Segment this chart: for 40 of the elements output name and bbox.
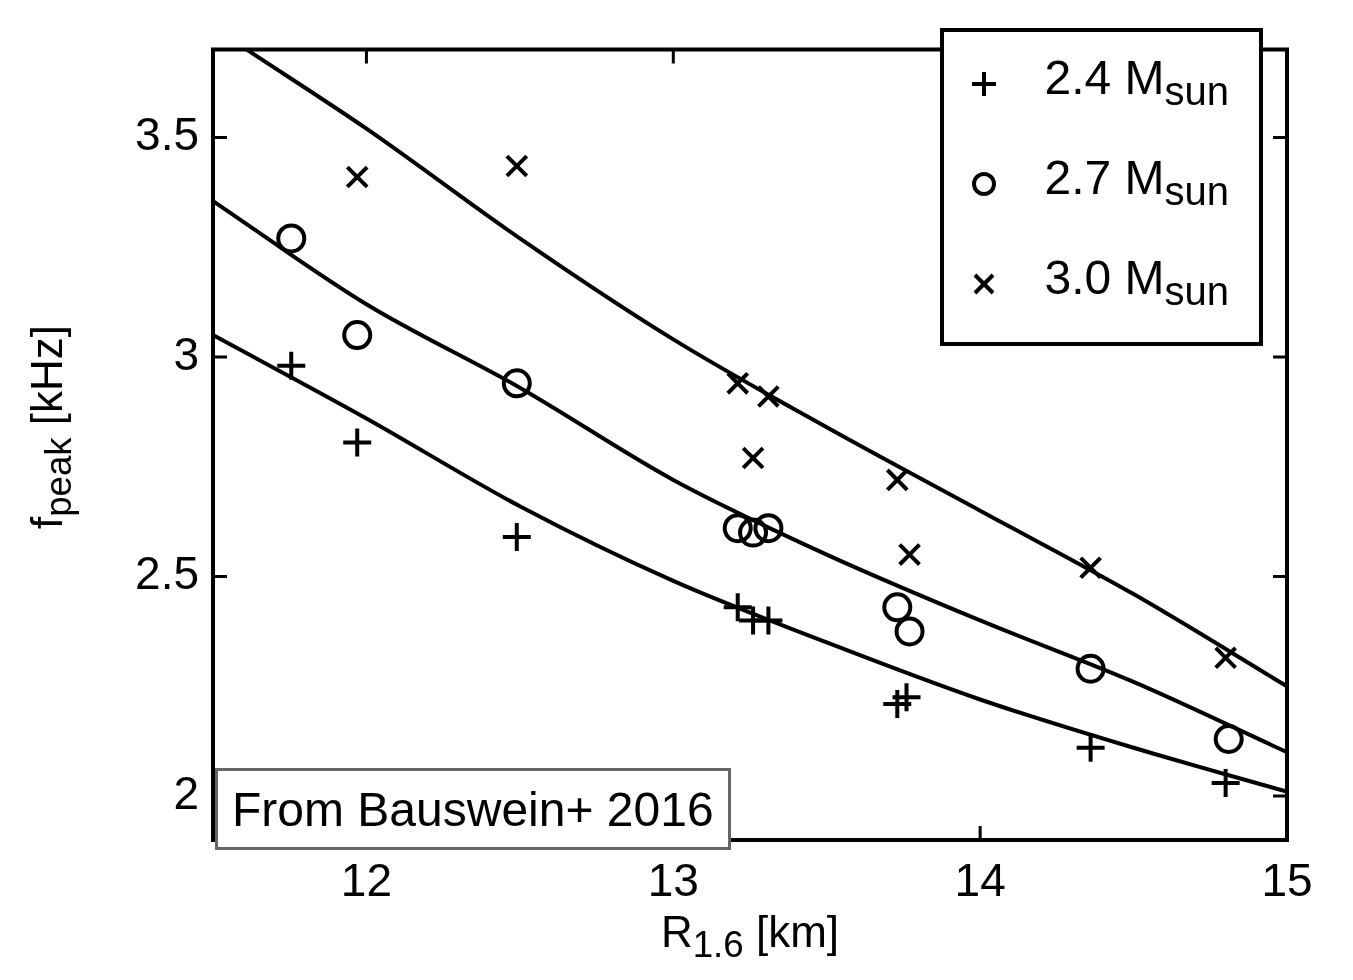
point	[343, 428, 372, 457]
point	[756, 384, 781, 409]
point	[741, 446, 765, 470]
point	[897, 542, 922, 567]
x-tick-label: 12	[340, 854, 393, 907]
point	[1211, 768, 1240, 797]
point	[725, 371, 750, 396]
point	[892, 683, 921, 712]
y-tick-label: 3	[173, 327, 199, 380]
x-axis-title: R$_{1.6}$ [km]	[659, 907, 841, 967]
legend-label: 2.4 M$_{sun}$	[1044, 50, 1229, 115]
point	[738, 517, 769, 548]
y-tick-label: 2	[173, 766, 199, 819]
legend-label: 3.0 M$_{sun}$	[1044, 250, 1229, 315]
legend-label: 2.7 M$_{sun}$	[1044, 150, 1229, 215]
point	[276, 223, 307, 254]
point	[1075, 653, 1106, 684]
x-tick-label: 14	[954, 854, 1006, 907]
x-tick-label: 15	[1261, 854, 1313, 907]
point	[342, 320, 373, 351]
point	[894, 616, 925, 647]
x-tick-label: 13	[647, 854, 699, 907]
point	[1076, 733, 1105, 762]
point	[502, 523, 531, 552]
point	[504, 154, 529, 178]
y-tick-label: 2.5	[135, 547, 199, 600]
point	[1213, 724, 1244, 754]
point	[501, 368, 532, 399]
point	[754, 606, 783, 635]
point	[723, 593, 752, 622]
point	[753, 513, 784, 544]
annotation: From Bauswein+ 2016	[215, 768, 731, 850]
point	[1213, 645, 1238, 670]
point	[882, 592, 913, 623]
point	[722, 513, 753, 544]
point	[1078, 555, 1103, 580]
point	[345, 165, 370, 189]
y-tick-label: 3.5	[135, 108, 199, 161]
point	[885, 468, 910, 492]
point	[277, 351, 306, 380]
